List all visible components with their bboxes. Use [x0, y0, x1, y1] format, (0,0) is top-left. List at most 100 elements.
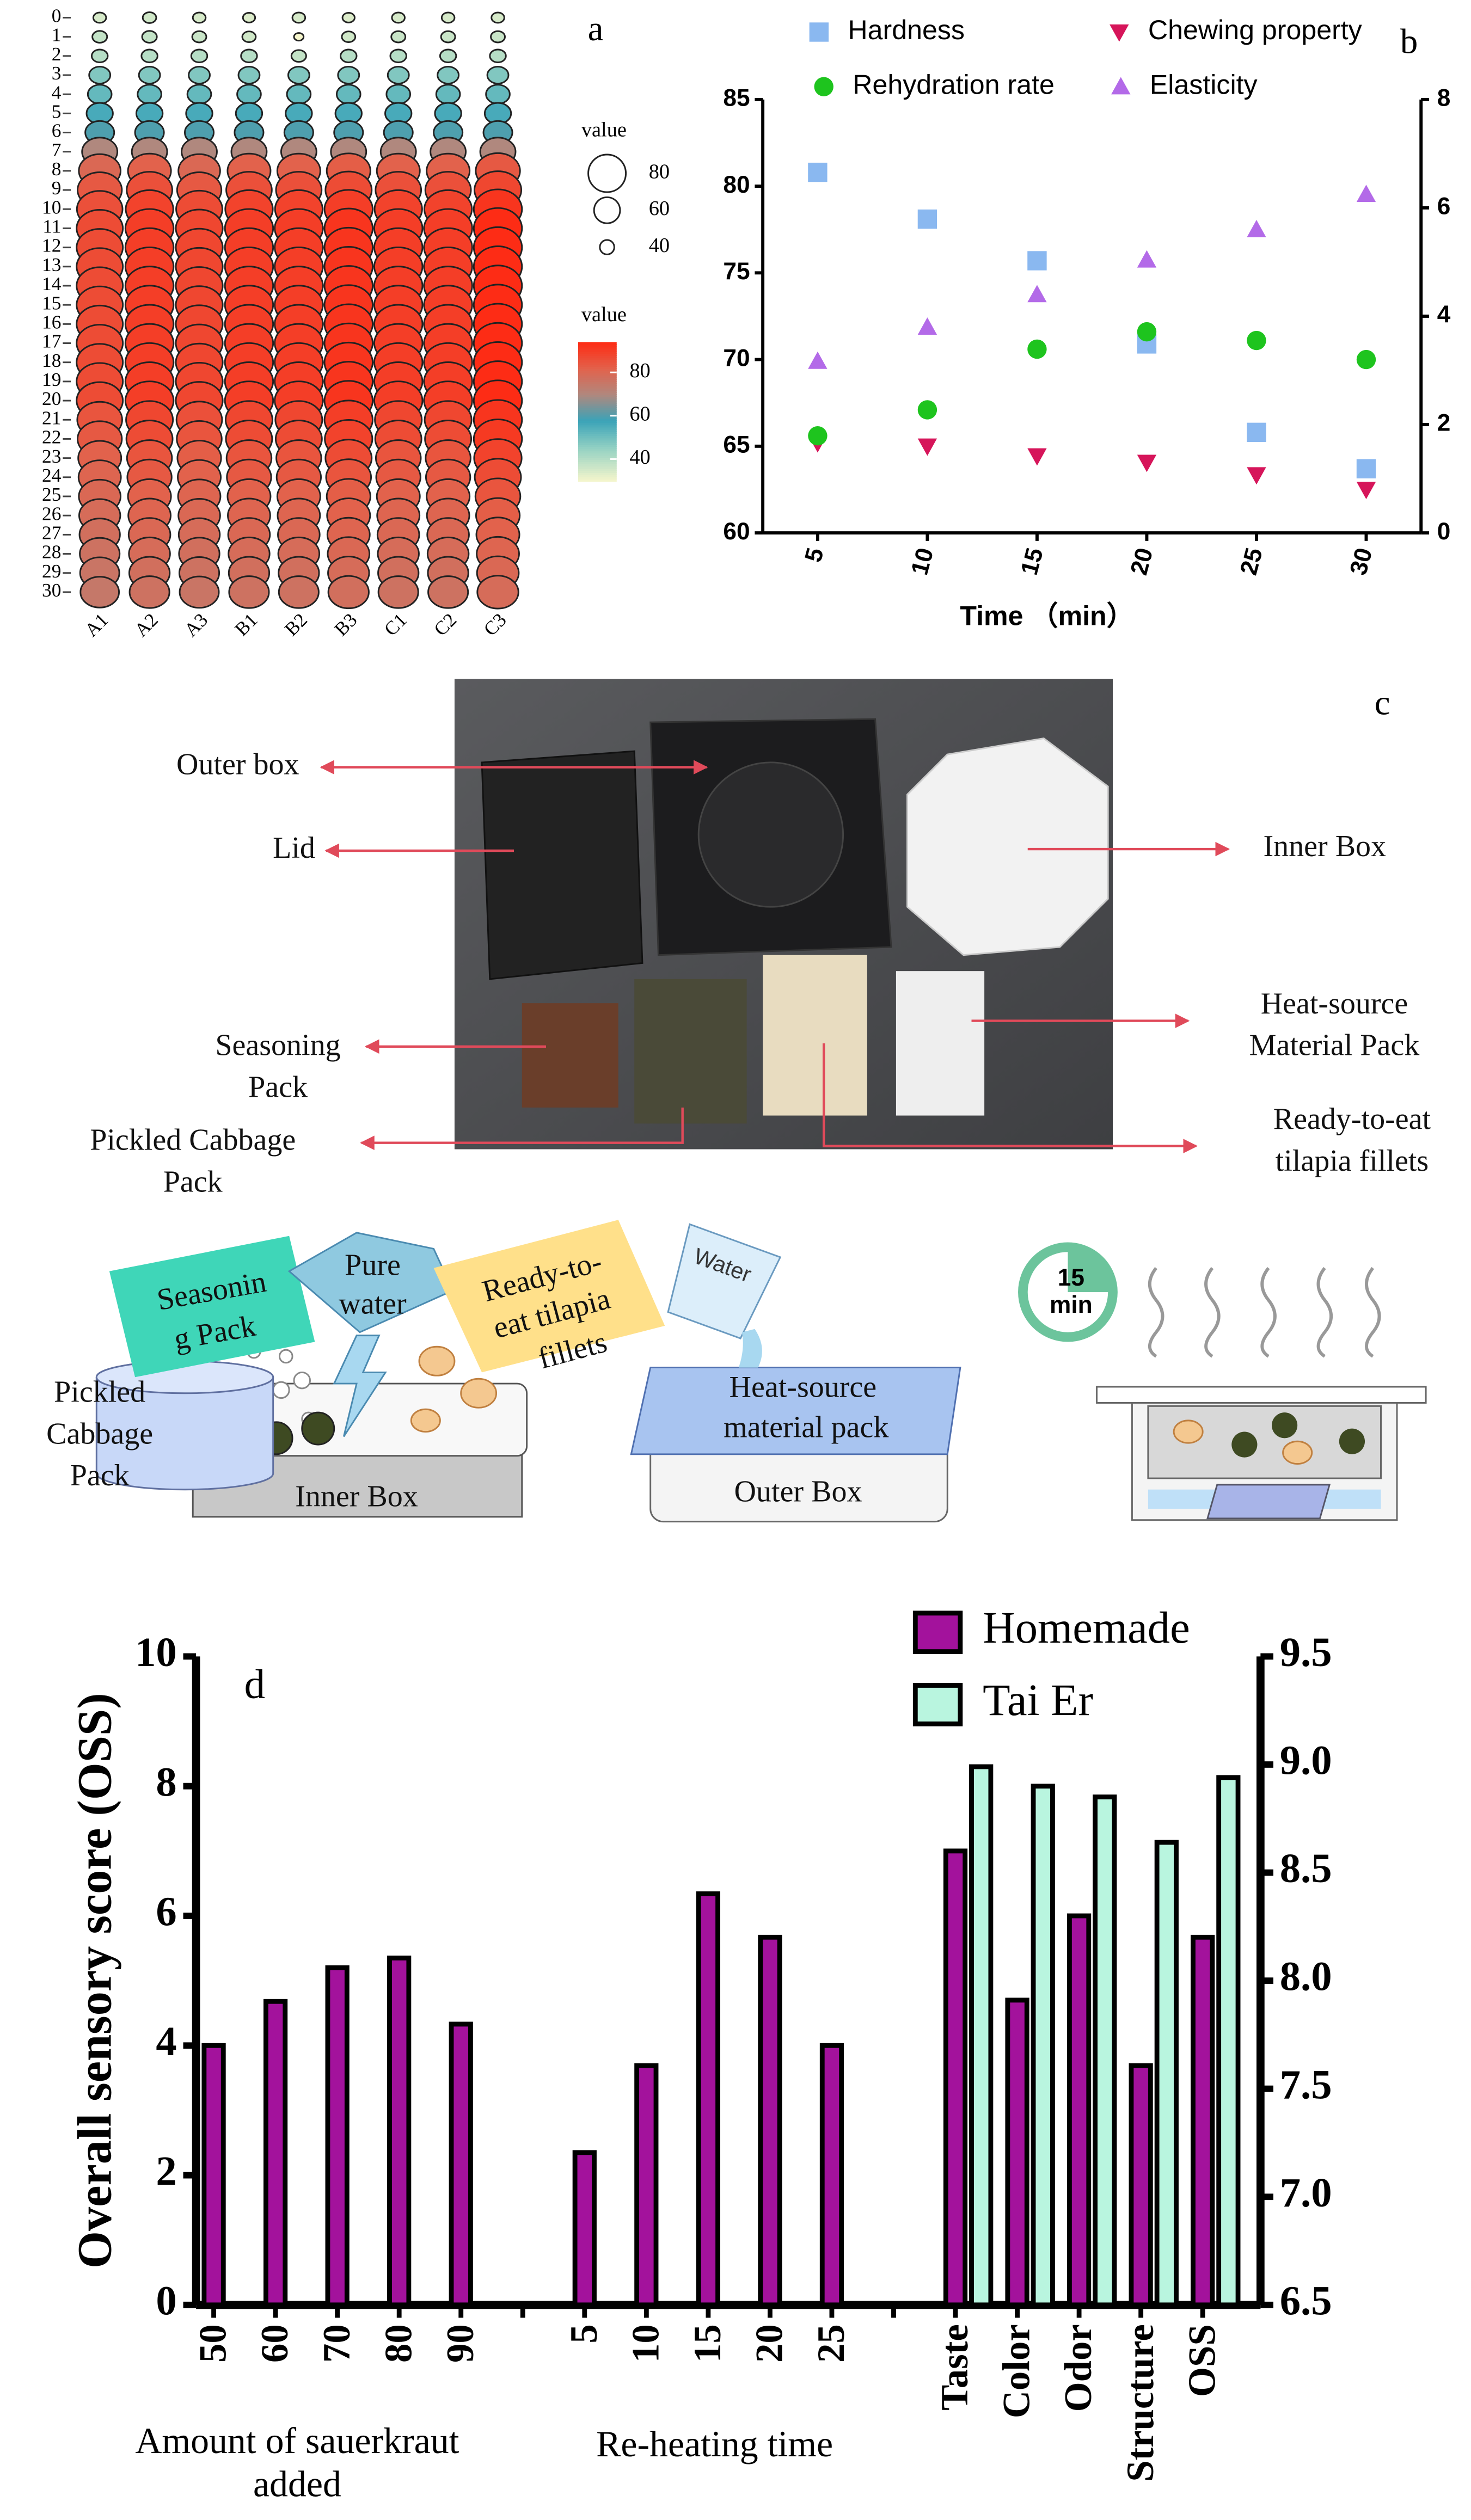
y2-tick-label: 9.5: [1280, 1629, 1332, 1675]
colorbar-label: 80: [629, 359, 650, 382]
y2-tick-label: 7.5: [1280, 2061, 1332, 2107]
photo-cabbage: [634, 979, 747, 1124]
y2-tick-label: 8.5: [1280, 1845, 1332, 1891]
column-label: A1: [81, 609, 113, 641]
timer-label: min: [1050, 1292, 1093, 1318]
bar: [449, 2021, 473, 2308]
colorbar-label: 40: [629, 446, 650, 469]
panel-label: b: [1400, 22, 1418, 61]
point: [1247, 330, 1266, 351]
bubble: [385, 84, 411, 105]
photo-seasoning: [522, 1003, 618, 1108]
bubble: [489, 48, 507, 64]
column-label: B2: [280, 609, 311, 640]
y-tick-label: 8: [156, 1759, 176, 1805]
steam-line: [1260, 1267, 1277, 1358]
pot-rim: [1096, 1386, 1427, 1404]
y-tick-label: 6: [156, 1889, 176, 1935]
y2-tick-label: 2: [1437, 410, 1451, 437]
colorbar-step: [578, 413, 617, 417]
steam-line: [1316, 1267, 1333, 1358]
timer-label: 15: [1058, 1264, 1084, 1291]
colorbar-step: [578, 420, 617, 423]
point: [1137, 322, 1157, 342]
colorbar-step: [578, 402, 617, 406]
fillet: [410, 1408, 441, 1433]
colorbar-step: [578, 444, 617, 447]
x-tick-label: 25: [810, 2324, 853, 2363]
colorbar-step: [578, 474, 617, 478]
colorbar-step: [578, 409, 617, 413]
row-label: 14: [42, 273, 62, 294]
arrow: [360, 1107, 684, 1150]
arrows: [320, 760, 1230, 1153]
point: [917, 438, 937, 456]
colorbar-step: [578, 390, 617, 393]
colorbar-step: [578, 463, 617, 467]
colorbar-step: [578, 454, 617, 458]
legend-title: value: [581, 119, 627, 142]
point: [1137, 454, 1157, 472]
bubble: [337, 65, 360, 85]
bubble: [287, 65, 310, 85]
y-tick-label: 10: [135, 1629, 177, 1675]
column-label: A2: [130, 609, 162, 641]
x-tick-label: 5: [563, 2324, 605, 2343]
size-legend-label: 80: [649, 160, 670, 183]
colorbar-step: [578, 370, 617, 373]
bubble: [192, 11, 207, 24]
x-tick-label: 50: [192, 2324, 235, 2363]
colorbar-step: [578, 407, 617, 410]
bubble: [241, 30, 257, 44]
x-tick-label: Color: [996, 2324, 1038, 2418]
x-tick-label: 10: [906, 545, 939, 578]
legend-label: Chewing property: [1148, 15, 1362, 45]
colorbar-step: [578, 381, 617, 384]
photo-label: tilapia fillets: [1276, 1144, 1429, 1178]
legend-title: value: [581, 303, 627, 326]
bubble: [293, 1371, 311, 1390]
bar: [758, 1934, 782, 2308]
cabbage-piece: [301, 1411, 335, 1446]
y-tick-label: 60: [723, 518, 750, 545]
y2-tick-label: 4: [1437, 302, 1451, 328]
row-label: 27: [42, 521, 61, 543]
x-tick-label: Odor: [1057, 2324, 1100, 2412]
y2-tick-label: 9.0: [1280, 1737, 1332, 1784]
colorbar-step: [578, 400, 617, 404]
point: [1247, 220, 1266, 237]
cabbage-piece: [1231, 1431, 1258, 1458]
colorbar-label: 60: [629, 403, 650, 426]
bubble: [242, 11, 256, 23]
row-label: 19: [42, 368, 61, 390]
bubble: [79, 576, 120, 609]
panel-label: d: [244, 1661, 265, 1707]
bubble: [278, 1349, 293, 1364]
bubble: [91, 30, 108, 44]
x-tick-label: 60: [254, 2324, 296, 2363]
bubble: [485, 84, 511, 105]
size-legend-key: [587, 153, 627, 193]
colorbar-step: [578, 353, 617, 357]
bar: [1005, 1997, 1029, 2308]
process-label: Pure: [345, 1249, 401, 1282]
steam-line: [1365, 1267, 1381, 1358]
row-label: 12: [42, 235, 61, 256]
point: [917, 400, 937, 420]
colorbar-step: [578, 461, 617, 465]
colorbar-step: [578, 392, 617, 395]
water-cup: Water: [667, 1223, 782, 1339]
point: [1356, 459, 1376, 478]
bubble: [387, 65, 410, 85]
legend-label: Hardness: [848, 15, 965, 45]
bubble: [341, 30, 357, 44]
panel-c: c Outer box Lid Inner Box Seasoning Pack…: [46, 679, 1431, 1523]
bubble: [88, 65, 112, 85]
row-label: 22: [42, 426, 61, 448]
bubble: [278, 575, 320, 609]
bar: [819, 2043, 844, 2308]
y-tick-label: 65: [723, 432, 750, 458]
colorbar-step: [578, 359, 617, 363]
legend-key: [809, 22, 829, 42]
fillet: [1282, 1440, 1313, 1465]
